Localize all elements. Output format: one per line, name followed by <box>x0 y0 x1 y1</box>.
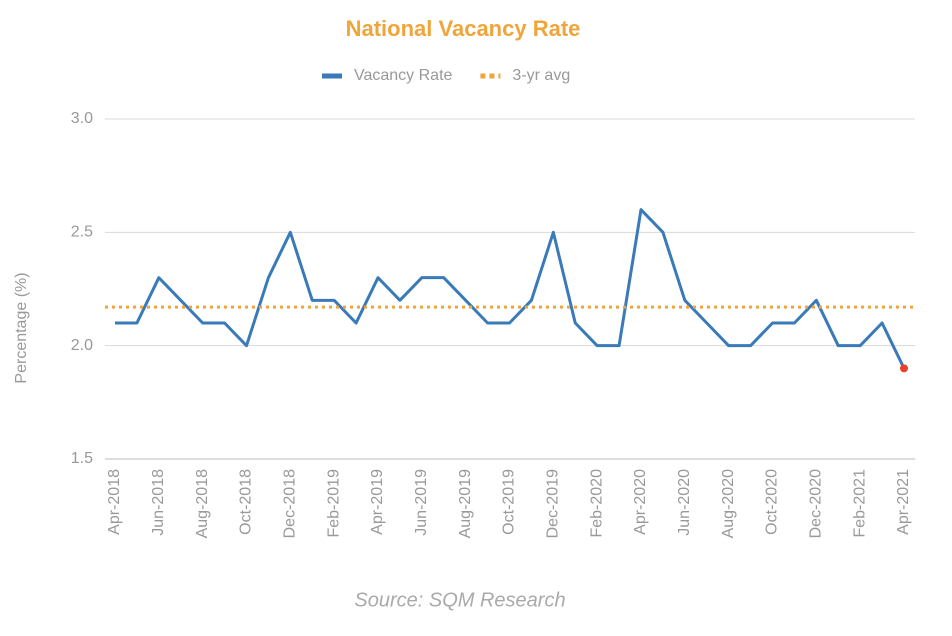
last-point <box>900 364 908 373</box>
x-tick-label: Dec-2019 <box>545 469 562 538</box>
x-tick-label: Jun-2018 <box>150 469 167 536</box>
y-tick-label: 2.5 <box>71 224 93 241</box>
x-tick-label: Aug-2019 <box>457 469 474 538</box>
y-axis-label: Percentage (%) <box>13 272 30 383</box>
legend-label: Vacancy Rate <box>354 67 453 84</box>
x-tick-label: Apr-2021 <box>895 469 912 535</box>
chart-title: National Vacancy Rate <box>346 16 581 41</box>
x-tick-label: Oct-2019 <box>501 469 518 535</box>
x-tick-label: Jun-2020 <box>676 469 693 536</box>
source: Source: SQM Research <box>354 589 565 611</box>
x-tick-label: Oct-2020 <box>764 469 781 535</box>
y-tick-label: 1.5 <box>71 450 93 467</box>
x-tick-label: Feb-2020 <box>588 469 605 538</box>
x-tick-label: Aug-2020 <box>720 469 737 538</box>
x-tick-label: Feb-2019 <box>325 469 342 538</box>
x-tick-label: Jun-2019 <box>413 469 430 536</box>
x-tick-label: Oct-2018 <box>238 469 255 535</box>
x-tick-label: Feb-2021 <box>851 469 868 538</box>
x-tick-label: Dec-2020 <box>808 469 825 538</box>
x-tick-label: Apr-2019 <box>369 469 386 535</box>
legend-label: 3-yr avg <box>512 67 570 84</box>
x-tick-label: Apr-2018 <box>106 469 123 535</box>
y-tick-label: 3.0 <box>71 110 93 127</box>
x-tick-label: Apr-2020 <box>632 469 649 535</box>
x-tick-label: Aug-2018 <box>194 469 211 538</box>
line-series <box>115 208 906 369</box>
x-tick-label: Dec-2018 <box>282 469 299 538</box>
y-tick-label: 2.0 <box>71 337 93 354</box>
